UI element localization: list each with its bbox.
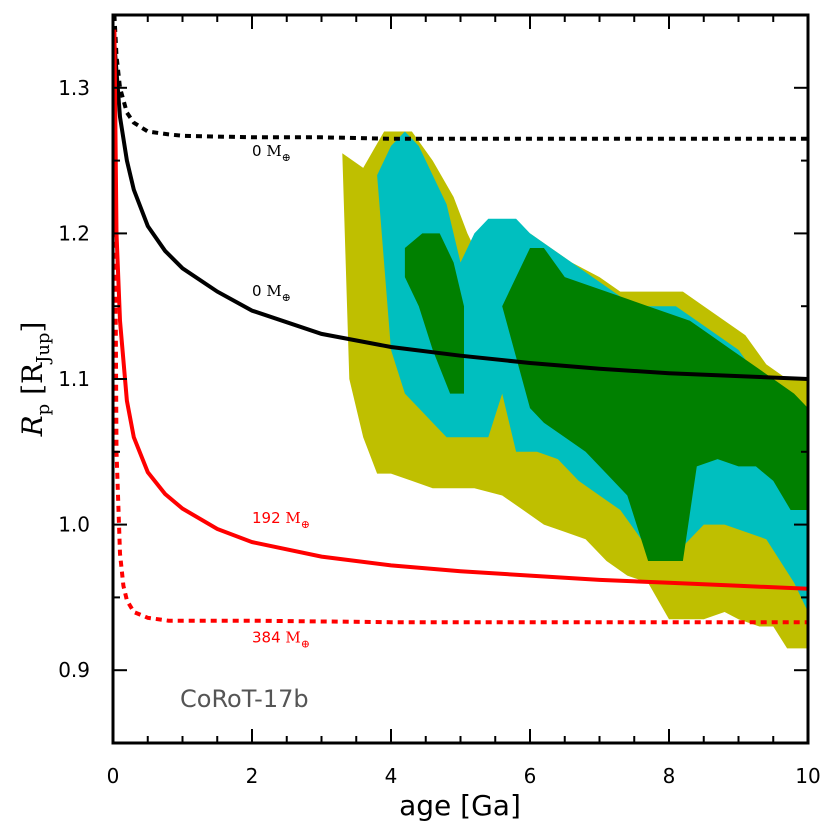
curve-1	[113, 15, 808, 141]
band-inner-1	[502, 248, 808, 561]
confidence-bands	[342, 131, 808, 649]
y-tick-label: 1.1	[58, 367, 90, 391]
x-tick-label: 4	[385, 764, 398, 788]
curve-3	[113, 29, 808, 591]
evolution-curves	[113, 15, 808, 625]
planet-annotation: CoRoT-17b	[180, 685, 309, 713]
x-axis-label: age [Ga]	[399, 789, 521, 822]
x-tick-label: 2	[246, 764, 259, 788]
plot-frame	[111, 13, 810, 745]
curve-label-1: 0 M⊕	[252, 142, 291, 164]
x-tick-label: 6	[524, 764, 537, 788]
y-axis-label: Rp [RJup]	[16, 322, 54, 438]
y-tick-label: 1.2	[58, 221, 90, 245]
y-tick-label: 1.3	[58, 76, 90, 100]
curve-4	[113, 87, 808, 625]
y-tick-label: 0.9	[58, 658, 90, 682]
x-tick-label: 0	[107, 764, 120, 788]
tick-labels: 0 2 4 6 8 10 0.9 1.0 1.1 1.2 1.3	[58, 76, 821, 788]
curve-label-4: 384 M⊕	[252, 629, 310, 651]
curve-label-2: 0 M⊕	[252, 282, 291, 304]
curve-label-3: 192 M⊕	[252, 509, 310, 531]
x-tick-label: 10	[795, 764, 820, 788]
curve-2	[113, 43, 808, 381]
x-tick-label: 8	[663, 764, 676, 788]
curve-labels: 0 M⊕ 0 M⊕ 192 M⊕ 384 M⊕	[252, 142, 310, 650]
y-tick-label: 1.0	[58, 513, 90, 537]
